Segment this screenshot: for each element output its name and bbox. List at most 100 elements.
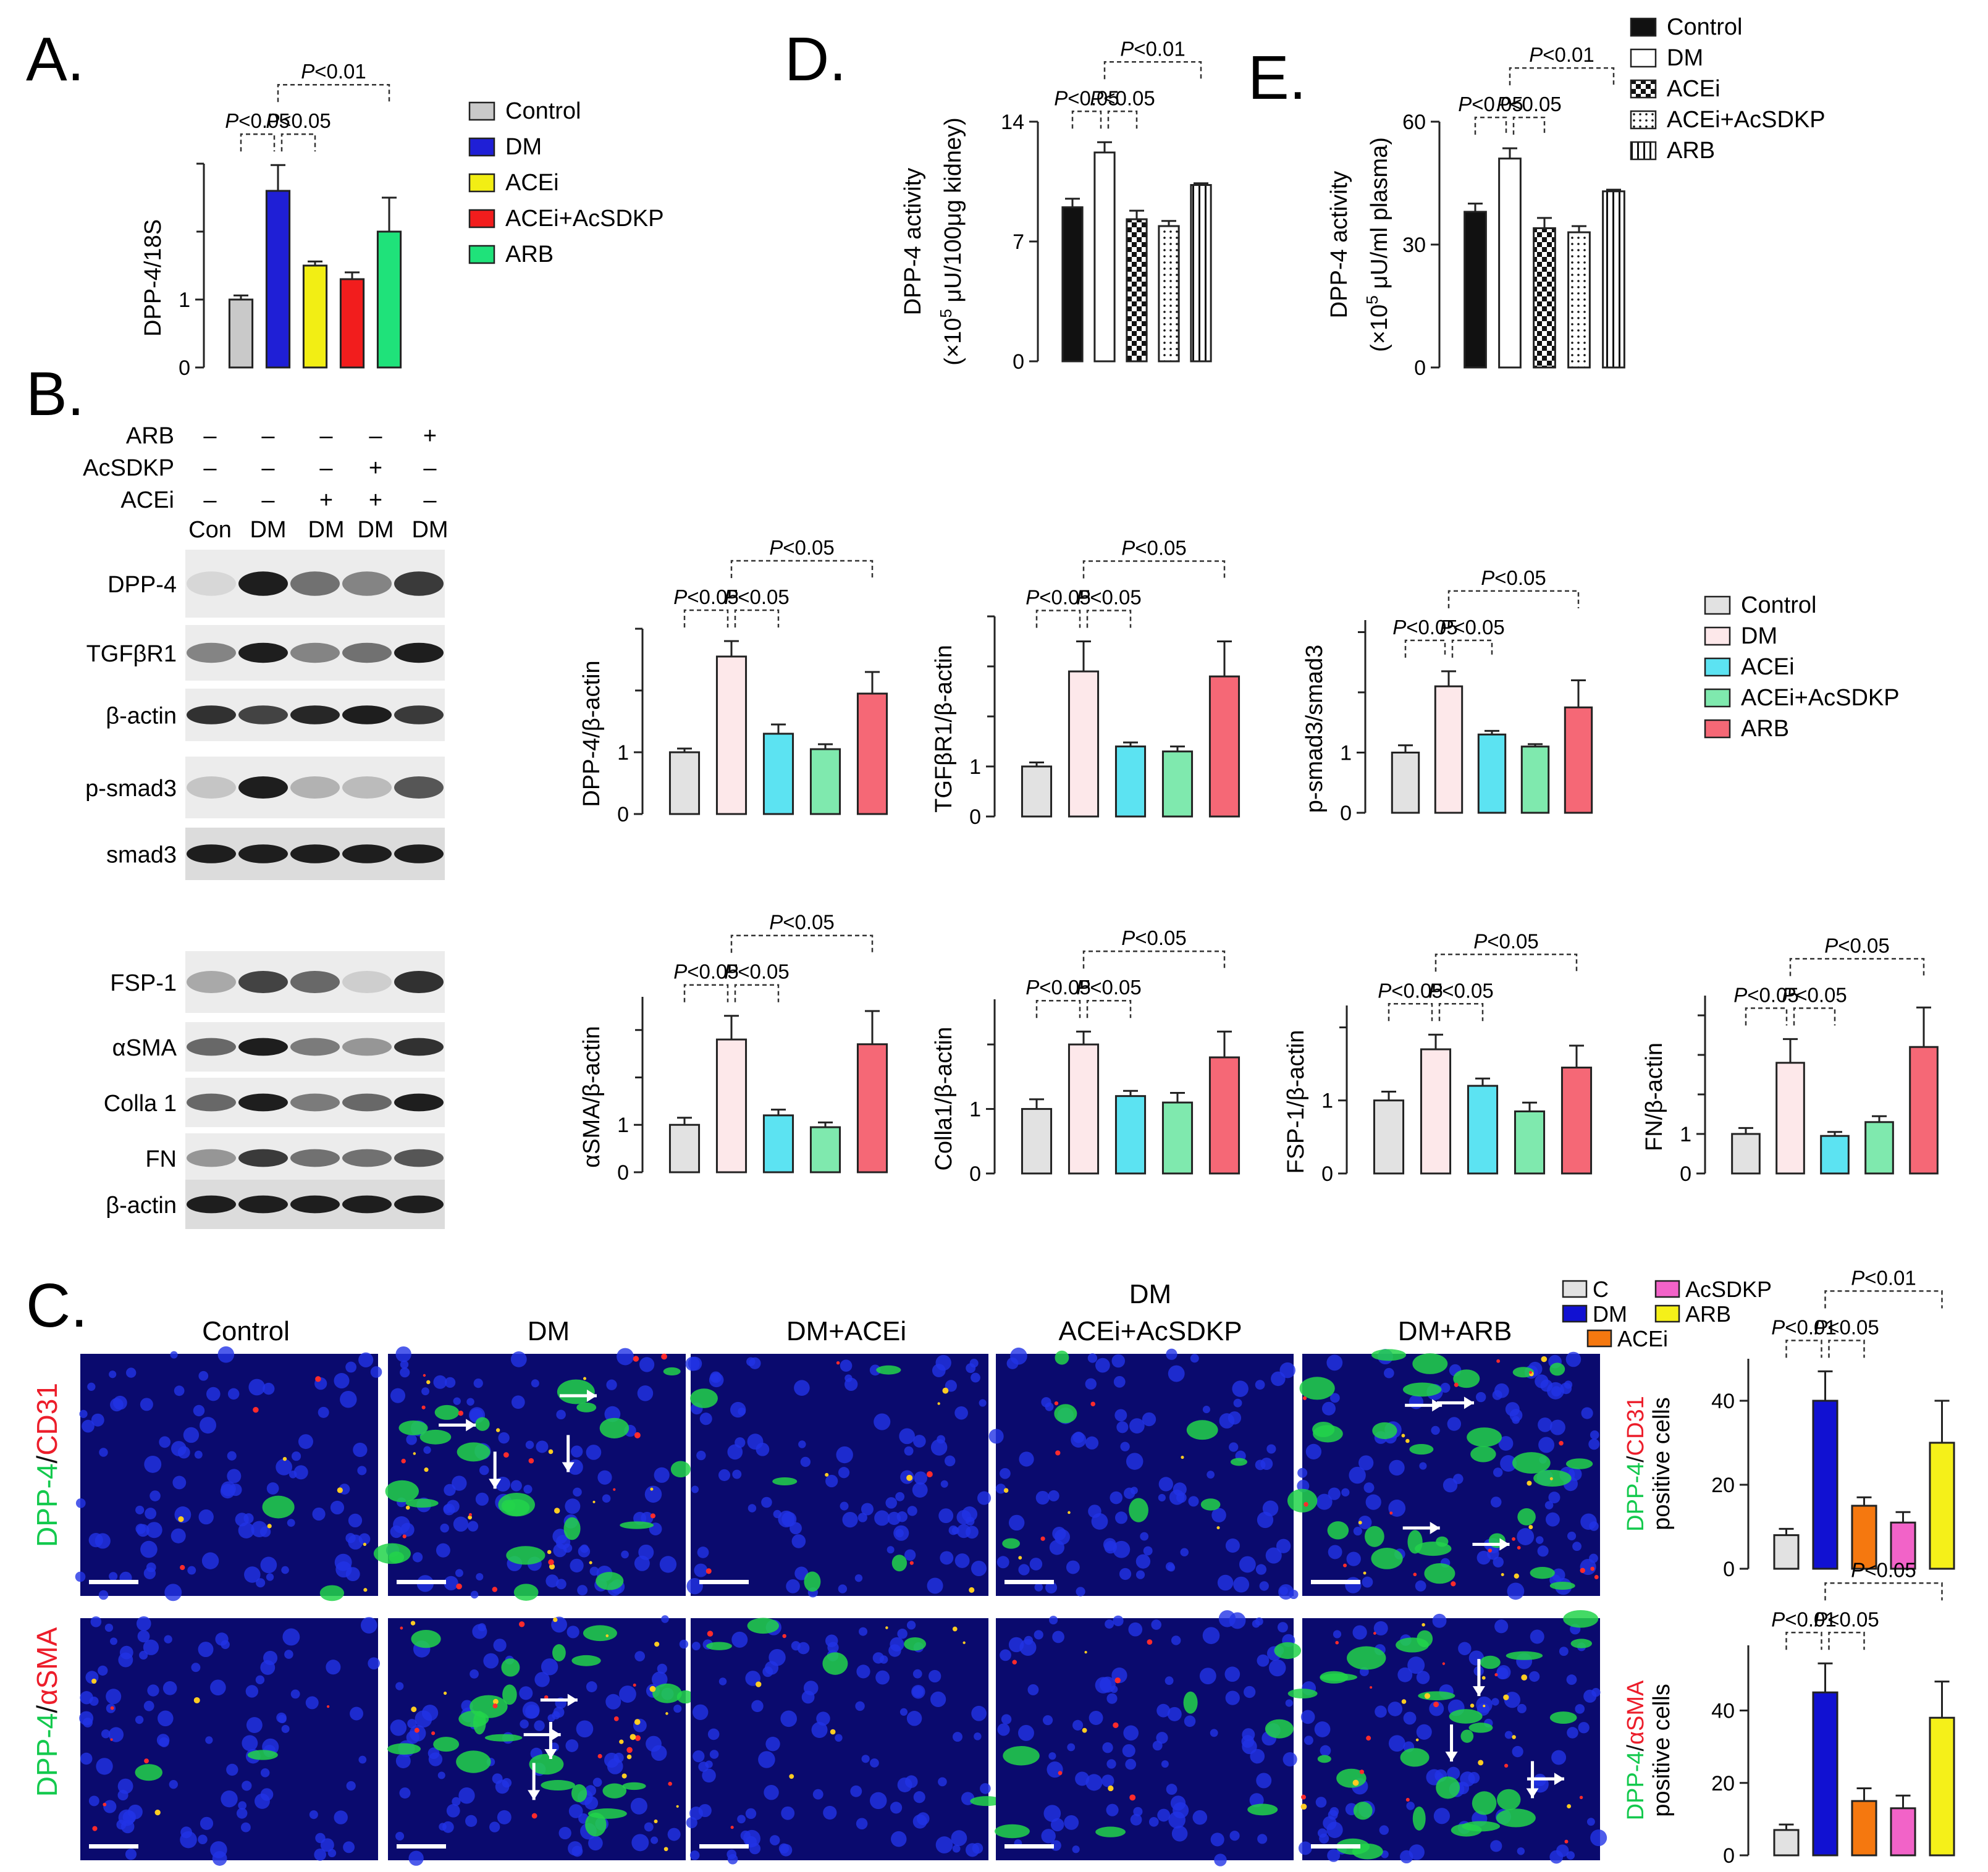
p-threshold: <0.05 bbox=[238, 109, 290, 132]
nucleus bbox=[1358, 1516, 1372, 1530]
nucleus bbox=[334, 1372, 350, 1389]
red-stain bbox=[110, 1738, 113, 1741]
nucleus bbox=[1010, 1347, 1027, 1365]
nucleus bbox=[651, 1836, 659, 1844]
red-stain bbox=[1594, 1575, 1599, 1579]
red-stain bbox=[661, 1353, 667, 1360]
nucleus bbox=[242, 1781, 252, 1791]
nucleus bbox=[592, 1778, 602, 1787]
green-stain bbox=[706, 1642, 732, 1650]
legend-b: Control DM ACEi ACEi+AcSDKP ARB bbox=[1704, 592, 1900, 742]
nucleus bbox=[573, 1487, 582, 1497]
green-stain bbox=[1365, 1526, 1384, 1547]
nucleus bbox=[1113, 1540, 1131, 1558]
red-stain bbox=[1413, 1572, 1417, 1577]
nucleus bbox=[637, 1385, 654, 1401]
nucleus bbox=[995, 1484, 1006, 1494]
blot-band bbox=[394, 642, 444, 663]
nucleus bbox=[1475, 1391, 1486, 1403]
nucleus bbox=[236, 1808, 248, 1819]
nucleus bbox=[1384, 1367, 1394, 1379]
nucleus bbox=[769, 1835, 780, 1845]
nucleus bbox=[631, 1834, 649, 1852]
nucleus bbox=[1346, 1551, 1361, 1566]
red-stain bbox=[633, 1683, 636, 1687]
red-stain bbox=[1483, 1705, 1486, 1708]
legend-swatch bbox=[1630, 79, 1657, 99]
red-stain bbox=[613, 1716, 619, 1721]
nucleus bbox=[198, 1642, 214, 1658]
nucleus bbox=[566, 1626, 579, 1639]
arrow-head bbox=[1554, 1773, 1564, 1786]
nucleus bbox=[260, 1556, 277, 1574]
red-stain bbox=[1389, 1511, 1393, 1515]
nucleus bbox=[811, 1722, 828, 1739]
p-threshold: <0.05 bbox=[1039, 586, 1091, 609]
nucleus bbox=[1210, 1729, 1218, 1737]
bar-c bbox=[1773, 1829, 1800, 1857]
nucleus bbox=[1128, 1622, 1143, 1637]
nucleus bbox=[887, 1546, 895, 1554]
significance-bracket bbox=[1388, 1003, 1433, 1022]
p-symbol: P bbox=[1481, 566, 1494, 589]
nucleus bbox=[597, 1470, 612, 1485]
nucleus bbox=[201, 1552, 219, 1569]
green-stain bbox=[385, 1480, 419, 1503]
blot-band bbox=[290, 705, 340, 724]
green-stain bbox=[1570, 1639, 1593, 1648]
nucleus bbox=[1549, 1419, 1565, 1435]
green-stain bbox=[319, 1585, 345, 1601]
nucleus bbox=[1257, 1654, 1270, 1667]
nucleus bbox=[1373, 1621, 1388, 1635]
red-stain bbox=[583, 1377, 587, 1380]
nucleus bbox=[571, 1845, 583, 1857]
nucleus bbox=[89, 1696, 99, 1706]
nucleus bbox=[857, 1513, 867, 1522]
nucleus bbox=[586, 1681, 597, 1692]
p-value-label: P<0.05 bbox=[1733, 983, 1799, 1006]
nucleus bbox=[1305, 1443, 1322, 1459]
red-stain bbox=[589, 1561, 592, 1564]
y-axis-label: FSP-1/β-actin bbox=[1283, 1030, 1309, 1173]
y-axis-label: DPP-4/18S bbox=[140, 219, 166, 337]
p-symbol: P bbox=[1824, 934, 1838, 957]
nucleus bbox=[1317, 1828, 1328, 1838]
nucleus bbox=[606, 1379, 617, 1390]
nucleus bbox=[1432, 1613, 1447, 1628]
nucleus bbox=[605, 1694, 621, 1710]
nucleus bbox=[555, 1579, 566, 1590]
green-stain bbox=[1200, 1498, 1221, 1511]
nucleus bbox=[1460, 1771, 1475, 1787]
treatment-mark: + bbox=[319, 487, 333, 513]
micrograph-grid bbox=[75, 1346, 1607, 1866]
nucleus bbox=[315, 1832, 326, 1844]
row-label-sep: / bbox=[31, 1705, 63, 1713]
p-value-label: P<0.05 bbox=[1458, 93, 1523, 115]
red-stain bbox=[180, 1564, 185, 1571]
nucleus bbox=[980, 1783, 991, 1794]
p-symbol: P bbox=[1054, 86, 1068, 109]
nucleus bbox=[661, 1615, 669, 1623]
nucleus bbox=[553, 1543, 567, 1558]
nucleus bbox=[1588, 1438, 1600, 1450]
nucleus bbox=[146, 1522, 162, 1538]
red-stain bbox=[634, 1735, 641, 1741]
red-stain bbox=[730, 1826, 734, 1829]
nucleus bbox=[80, 1752, 93, 1765]
nucleus bbox=[266, 1573, 274, 1581]
green-stain bbox=[1371, 1548, 1403, 1569]
nucleus bbox=[164, 1635, 172, 1643]
blot-band bbox=[342, 971, 392, 993]
p-value-label: P<0.05 bbox=[1814, 1608, 1879, 1631]
red-stain bbox=[969, 1587, 975, 1593]
p-symbol: P bbox=[1733, 983, 1747, 1006]
scale-bar bbox=[1005, 1844, 1054, 1849]
nucleus bbox=[406, 1434, 417, 1445]
nucleus bbox=[1000, 1467, 1011, 1479]
nucleus bbox=[1024, 1635, 1034, 1645]
micrograph-image bbox=[373, 1346, 691, 1601]
nucleus bbox=[1119, 1568, 1132, 1580]
nucleus bbox=[895, 1492, 905, 1501]
